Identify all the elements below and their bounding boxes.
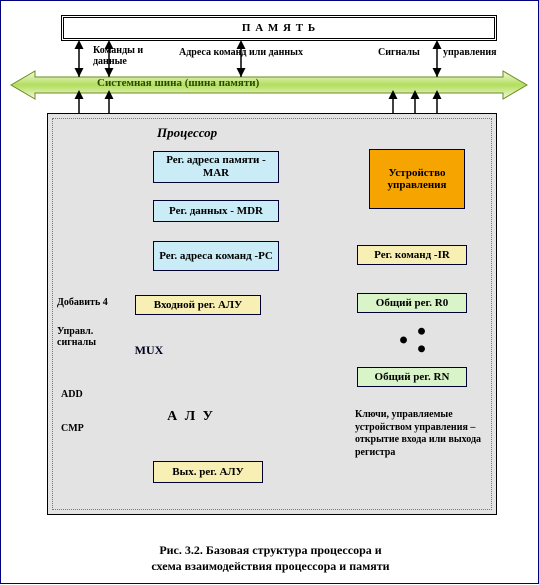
reg-alu-out-label: Вых. рег. АЛУ <box>172 466 243 479</box>
reg-alu-out: Вых. рег. АЛУ <box>153 461 263 483</box>
label-add: ADD <box>61 389 83 400</box>
ellipsis-regs: ● ● ● <box>394 324 430 358</box>
cpu-title: Процессор <box>157 125 217 141</box>
reg-pc-label: Рег. адреса команд -PC <box>159 250 273 263</box>
bus-label: Системная шина (шина памяти) <box>97 77 259 89</box>
reg-r0-label: Общий рег. R0 <box>376 297 448 310</box>
control-unit-label: Устройство управления <box>370 167 464 191</box>
reg-mar-label: Рег. адреса памяти - MAR <box>154 154 278 179</box>
reg-mdr: Рег. данных - MDR <box>153 200 279 222</box>
reg-rn: Общий рег. RN <box>357 367 467 387</box>
figure-caption-1: Рис. 3.2. Базовая структура процессора и <box>1 543 539 558</box>
label-ctrl-signals: Управл. сигналы <box>57 327 113 348</box>
reg-rn-label: Общий рег. RN <box>375 371 450 384</box>
figure-caption-2: схема взаимодействия процессора и памяти <box>1 559 539 574</box>
reg-alu-in: Входной рег. АЛУ <box>135 295 261 315</box>
note-gates: Ключи, управляемые устройством управлени… <box>355 409 493 459</box>
reg-mdr-label: Рег. данных - MDR <box>169 205 263 218</box>
reg-ir-label: Рег. команд -IR <box>374 249 450 262</box>
reg-alu-in-label: Входной рег. АЛУ <box>154 299 242 312</box>
label-add4: Добавить 4 <box>57 297 108 308</box>
alu-label: А Л У <box>141 405 241 429</box>
label-cmp: CMP <box>61 423 84 434</box>
reg-r0: Общий рег. R0 <box>357 293 467 313</box>
control-unit: Устройство управления <box>369 149 465 209</box>
reg-pc: Рег. адреса команд -PC <box>153 241 279 271</box>
reg-mar: Рег. адреса памяти - MAR <box>153 151 279 183</box>
mux-label: MUX <box>119 339 179 361</box>
reg-ir: Рег. команд -IR <box>357 245 467 265</box>
